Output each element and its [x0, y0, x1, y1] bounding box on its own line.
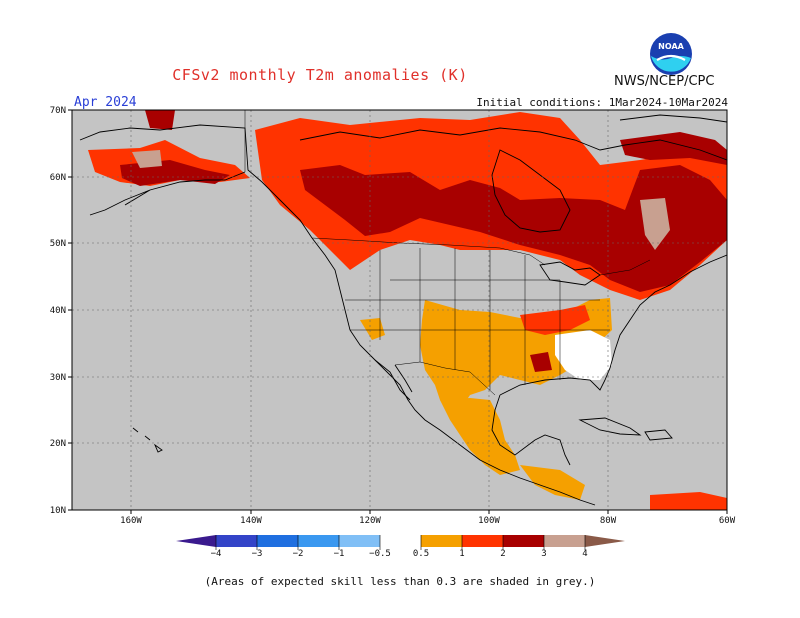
hawaii-islands: [132, 427, 163, 453]
colorbar-label-m2: −2: [293, 549, 304, 559]
us-canada-border: [311, 237, 651, 276]
midwest-warm: [520, 305, 590, 335]
southeast-near-normal: [555, 330, 612, 380]
longitude-labels: 160W 140W 120W 100W 80W 60W: [120, 516, 736, 526]
west-us-mild-warm: [360, 318, 385, 340]
hudson-bay: [491, 149, 571, 233]
colorbar-high-arrow: [585, 535, 625, 547]
alaska-coastline: [79, 124, 313, 239]
colorbar: −4 −3 −2 −1 −0.5 0.5 1 2 3 4: [176, 535, 625, 559]
colorbar-low-arrow: [176, 535, 216, 547]
colorbar-ticks: [215, 535, 586, 550]
alaska-hot-spot: [132, 150, 162, 168]
latitude-labels: 70N 60N 50N 40N 30N 20N 10N: [50, 106, 66, 516]
colorbar-label-m4: −4: [211, 549, 222, 559]
colorbar-label-p05: 0.5: [413, 549, 429, 559]
svg-text:NOAA: NOAA: [658, 42, 684, 51]
lat-label-20n: 20N: [50, 439, 66, 449]
political-borders: [244, 110, 651, 396]
forecast-month: Apr 2024: [74, 95, 137, 110]
gulf-coast: [491, 367, 611, 466]
tick-marks: [68, 109, 728, 514]
skill-footnote: (Areas of expected skill less than 0.3 a…: [204, 575, 596, 588]
east-coast: [609, 254, 727, 369]
graticule: [72, 110, 727, 510]
lon-label-60w: 60W: [719, 516, 736, 526]
colorbar-swatch-4: [339, 535, 380, 547]
west-coast: [311, 237, 596, 506]
colorbar-label-m3: −3: [252, 549, 263, 559]
colorbar-swatch-8: [503, 535, 544, 547]
colorbar-swatch-7: [462, 535, 503, 547]
colorbar-label-p1: 1: [459, 549, 464, 559]
colorbar-swatch-6: [421, 535, 462, 547]
lat-label-50n: 50N: [50, 239, 66, 249]
lat-label-30n: 30N: [50, 373, 66, 383]
colorbar-swatch-5: [380, 535, 421, 547]
lat-label-10n: 10N: [50, 506, 66, 516]
lon-label-80w: 80W: [600, 516, 617, 526]
mexico-mild-warm: [440, 398, 520, 475]
lat-label-40n: 40N: [50, 306, 66, 316]
lon-label-120w: 120W: [359, 516, 381, 526]
central-america-warm: [520, 465, 585, 500]
agency-label: NWS/NCEP/CPC: [614, 74, 715, 89]
hispaniola: [644, 429, 673, 441]
lat-label-60n: 60N: [50, 173, 66, 183]
baja-peninsula: [374, 359, 413, 401]
us-mexico-border: [394, 361, 496, 396]
noaa-logo-icon: NOAA: [650, 33, 692, 75]
quebec-hot-spot: [640, 198, 670, 250]
colorbar-swatch-9: [544, 535, 585, 547]
lon-label-140w: 140W: [240, 516, 262, 526]
colorbar-swatch-2: [257, 535, 298, 547]
canada-arctic-coast: [299, 127, 727, 161]
greenland-coast: [619, 114, 727, 123]
lon-label-160w: 160W: [120, 516, 142, 526]
colorbar-label-p4: 4: [582, 549, 587, 559]
lon-label-100w: 100W: [478, 516, 500, 526]
central-warm-spot: [530, 352, 552, 372]
us-state-lines: [345, 248, 610, 390]
cuba: [578, 417, 642, 436]
initial-conditions: Initial conditions: 1Mar2024-10Mar2024: [476, 96, 728, 109]
southamerica-warm: [650, 492, 727, 510]
canada-strong-warm: [300, 165, 727, 292]
colorbar-label-p2: 2: [500, 549, 505, 559]
coastlines: [79, 114, 727, 506]
alaska-warm-top: [145, 110, 175, 130]
colorbar-swatch-1: [216, 535, 257, 547]
colorbar-label-m05: −0.5: [369, 549, 391, 559]
map-title: CFSv2 monthly T2m anomalies (K): [172, 66, 468, 84]
anomaly-fields: [88, 110, 727, 510]
lat-label-70n: 70N: [50, 106, 66, 116]
greenland-warm: [620, 132, 727, 165]
colorbar-label-p3: 3: [541, 549, 546, 559]
colorbar-label-m1: −1: [334, 549, 345, 559]
colorbar-swatch-3: [298, 535, 339, 547]
